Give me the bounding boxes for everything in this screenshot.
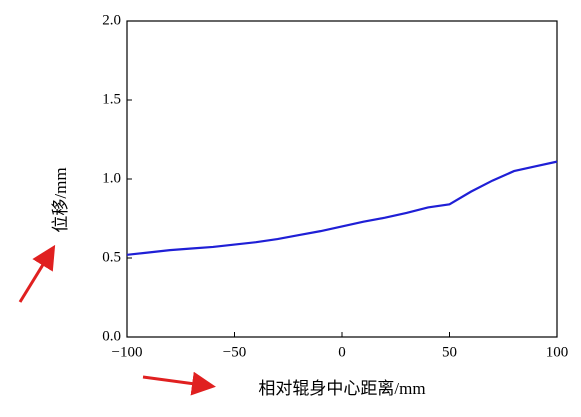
data-line	[126, 160, 558, 256]
annotation-arrow	[142, 371, 216, 396]
x-tick-label: −100	[112, 344, 143, 360]
y-tick-label: 1.5	[102, 91, 121, 107]
x-tick-label: 100	[546, 344, 569, 360]
x-axis-label: 相对辊身中心距离/mm	[258, 379, 425, 398]
y-tick-label: 0.5	[102, 249, 121, 265]
y-tick-label: 1.0	[102, 170, 121, 186]
plot-frame	[126, 20, 558, 338]
x-tick-label: 50	[442, 344, 457, 360]
annotation-arrow	[18, 244, 56, 303]
x-tick-label: 0	[338, 344, 346, 360]
y-tick-label: 0.0	[102, 328, 121, 344]
y-axis-label: 位移/mm	[51, 167, 70, 232]
y-tick-label: 2.0	[102, 12, 121, 28]
x-tick-label: −50	[223, 344, 246, 360]
